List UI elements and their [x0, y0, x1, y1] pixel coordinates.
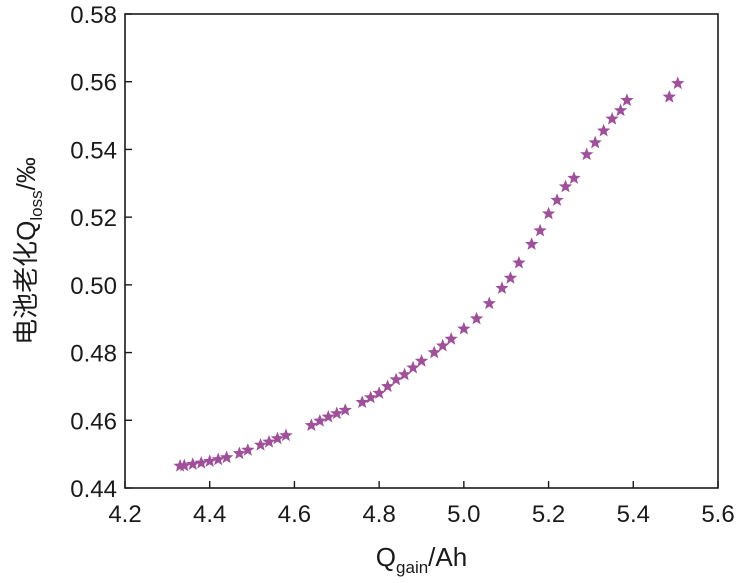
y-tick-label: 0.58 — [70, 2, 117, 29]
x-axis-title-subscript: gain — [396, 558, 428, 577]
data-point — [355, 395, 369, 408]
y-tick-label: 0.56 — [70, 70, 117, 97]
data-point — [253, 438, 268, 451]
y-axis-title-unit: /‰ — [11, 157, 41, 190]
data-point — [533, 223, 547, 237]
data-point — [262, 434, 276, 448]
data-point — [321, 409, 335, 423]
data-point — [620, 93, 634, 106]
data-point — [524, 237, 539, 250]
y-tick-label: 0.48 — [70, 341, 117, 368]
y-tick-label: 0.52 — [70, 205, 117, 232]
data-point — [232, 446, 247, 460]
data-point — [567, 171, 581, 184]
data-point — [541, 206, 556, 220]
data-point — [177, 458, 191, 472]
plot-frame — [124, 13, 719, 489]
data-point — [186, 457, 200, 470]
data-point — [270, 431, 285, 445]
y-tick-labels: 0.44 0.46 0.48 0.50 0.52 0.54 0.56 0.58 — [70, 2, 117, 503]
data-point — [330, 406, 344, 420]
data-point — [364, 390, 378, 404]
y-axis-title-main: 电池老化Q — [11, 221, 41, 345]
data-point — [436, 338, 450, 352]
data-point — [414, 354, 429, 367]
y-tick-label: 0.54 — [70, 137, 117, 164]
data-point — [444, 332, 458, 345]
data-point — [397, 367, 412, 381]
x-axis-title-unit: /Ah — [428, 542, 467, 572]
data-point — [406, 360, 420, 374]
data-point — [380, 379, 395, 393]
data-point — [427, 345, 441, 359]
data-point — [203, 454, 217, 467]
x-tick-label: 5.6 — [701, 501, 734, 528]
y-axis-title-subscript: loss — [27, 190, 46, 220]
data-point — [279, 428, 293, 442]
data-point — [550, 193, 564, 206]
data-point — [313, 413, 327, 427]
x-tick-label: 4.4 — [193, 501, 226, 528]
x-tick-label: 5.0 — [447, 501, 480, 528]
data-point — [588, 135, 602, 149]
x-tick-label: 4.2 — [108, 501, 141, 528]
data-point — [389, 372, 403, 386]
x-tick-labels: 4.2 4.4 4.6 4.8 5.0 5.2 5.4 5.6 — [108, 501, 734, 528]
data-point — [220, 450, 234, 464]
x-tick-label: 5.4 — [617, 501, 650, 528]
x-tick-label: 5.2 — [532, 501, 565, 528]
y-axis-title: 电池老化Qloss/‰ — [11, 157, 46, 345]
data-point — [495, 281, 509, 294]
data-point — [482, 296, 496, 310]
data-point — [596, 123, 611, 137]
data-point — [304, 418, 319, 432]
y-tick-label: 0.44 — [70, 476, 117, 503]
data-points — [173, 76, 685, 472]
data-point — [211, 452, 225, 466]
data-point — [469, 311, 484, 325]
data-point — [671, 76, 685, 90]
data-point — [241, 443, 255, 456]
data-point — [580, 147, 594, 161]
data-point — [605, 111, 619, 125]
data-point — [662, 89, 676, 103]
data-point — [613, 103, 628, 117]
data-point — [503, 271, 518, 284]
data-point — [512, 255, 526, 269]
x-axis-title: Qgain/Ah — [376, 542, 467, 577]
data-point — [558, 179, 573, 193]
data-point — [194, 455, 208, 469]
axis-ticks — [124, 13, 719, 489]
x-tick-label: 4.6 — [278, 501, 311, 528]
y-tick-label: 0.50 — [70, 273, 117, 300]
y-tick-label: 0.46 — [70, 408, 117, 435]
data-point — [338, 403, 352, 416]
data-point — [457, 321, 471, 335]
data-point — [372, 386, 386, 399]
x-tick-label: 4.8 — [362, 501, 395, 528]
x-axis-title-main: Q — [376, 542, 396, 572]
